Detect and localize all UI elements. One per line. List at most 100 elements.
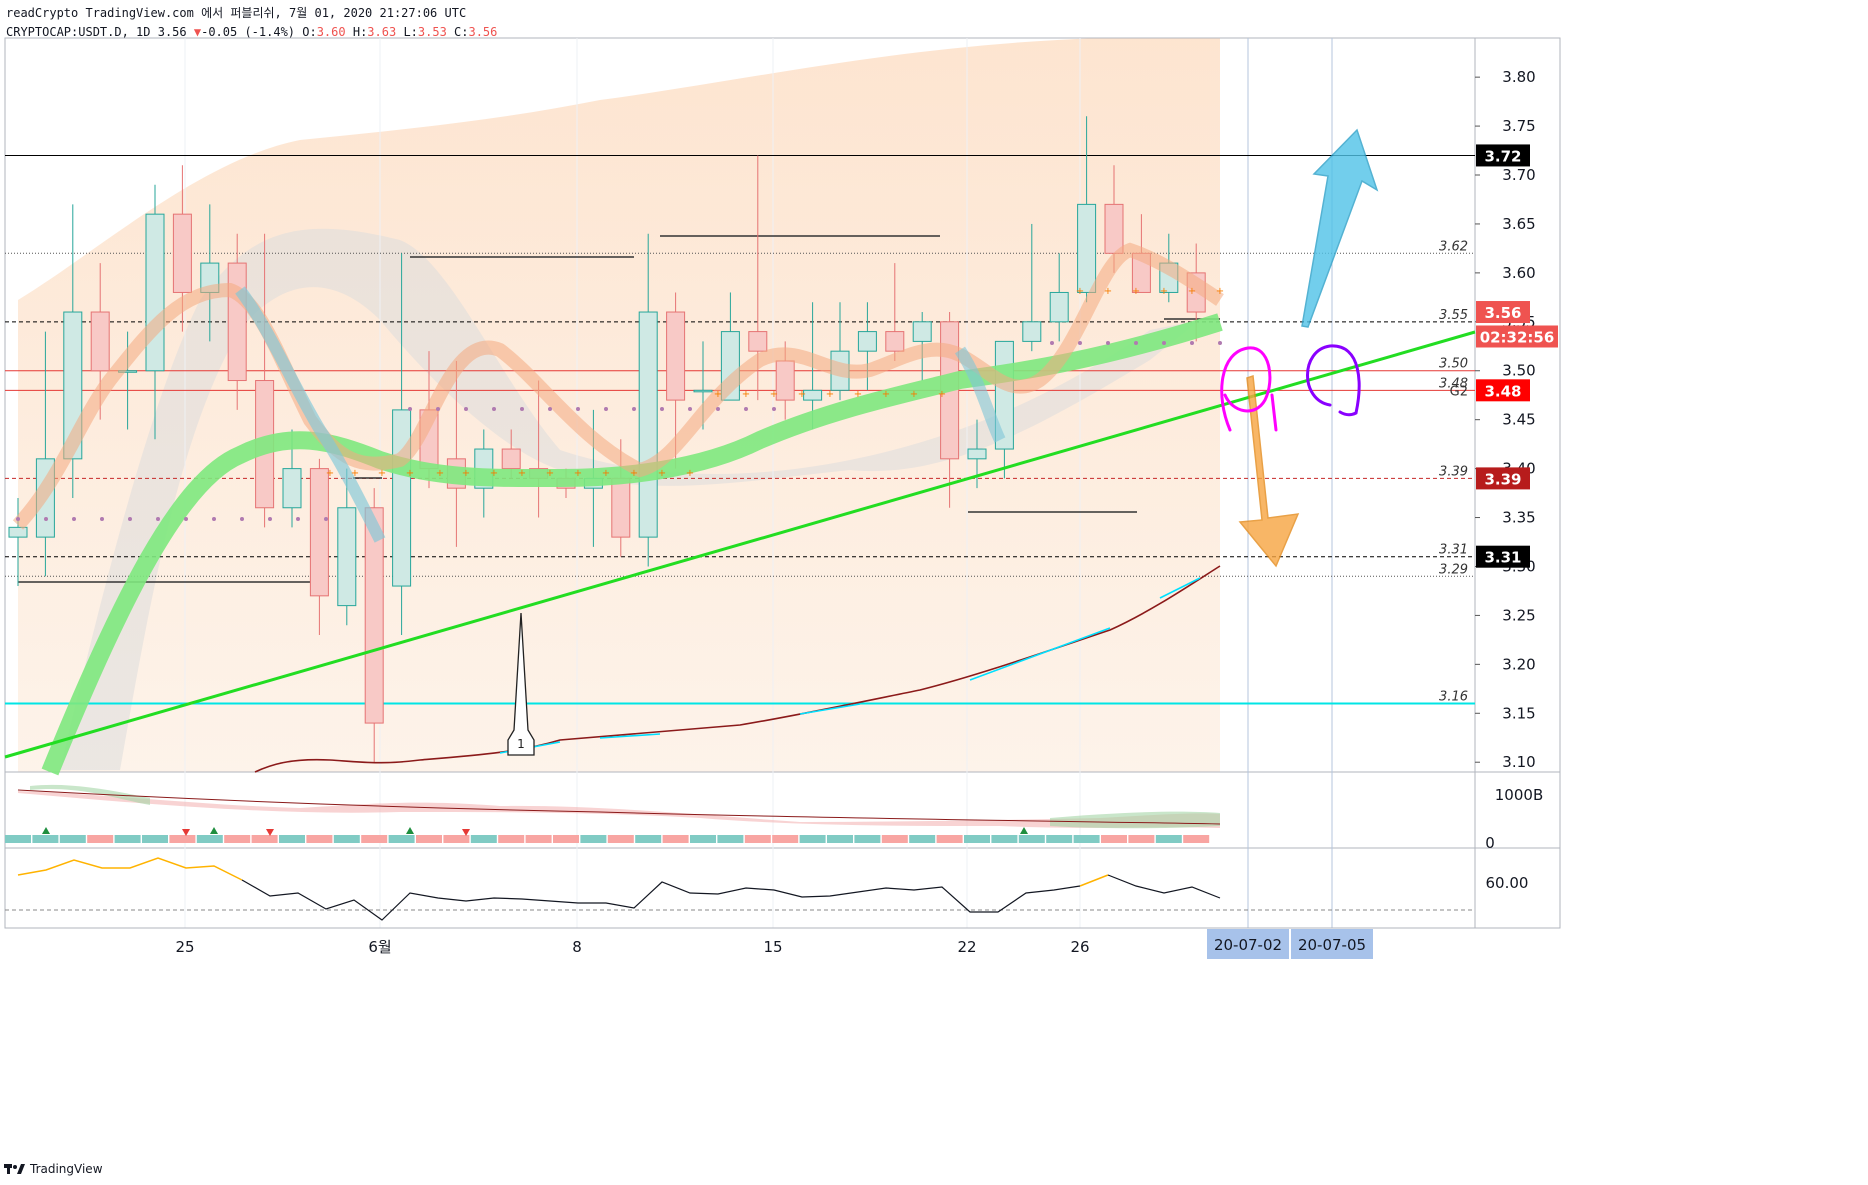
pivot-dot	[772, 407, 776, 411]
pivot-dot	[128, 517, 132, 521]
candle-body	[172, 213, 192, 293]
y-tick-label: 3.75	[1502, 117, 1535, 135]
candle-body	[392, 409, 412, 587]
pivot-dot	[604, 407, 608, 411]
plus-marker: +	[1132, 286, 1140, 297]
high-label: H:	[352, 25, 368, 39]
volume-bar	[443, 835, 470, 843]
pivot-dot	[184, 517, 188, 521]
candle-body	[282, 468, 302, 509]
price-tag-bg	[1476, 379, 1530, 402]
volume-bar	[1183, 835, 1210, 843]
date-marker-bg	[1207, 929, 1289, 959]
level-label: 3.16	[1439, 689, 1468, 704]
level-label: 3.31	[1439, 543, 1468, 558]
candle[interactable]	[1022, 223, 1042, 352]
low-label: L:	[403, 25, 418, 39]
oscillator-line-high	[1079, 874, 1109, 887]
volume-axis-label: 0	[1485, 834, 1495, 852]
candle-body	[145, 213, 165, 372]
plus-marker: +	[630, 468, 638, 479]
candle[interactable]	[501, 429, 521, 479]
high-value: 3.63	[367, 25, 397, 39]
volume-bar	[142, 835, 168, 843]
volume-bar	[553, 835, 579, 843]
x-tick-label: 26	[1070, 938, 1089, 956]
plus-marker: +	[436, 468, 444, 479]
y-tick-label: 3.80	[1502, 68, 1535, 86]
volume-bar	[251, 835, 278, 843]
candle[interactable]	[8, 497, 28, 587]
axes: 3.803.753.703.653.603.553.503.453.403.35…	[5, 68, 1560, 959]
oscillator-line-high	[17, 857, 243, 881]
pivot-dot	[1078, 341, 1082, 345]
volume-axis-label: 1000B	[1495, 786, 1543, 804]
plus-marker: +	[742, 389, 750, 400]
candle[interactable]	[337, 468, 357, 626]
candle[interactable]	[775, 341, 795, 420]
candle-body	[90, 311, 110, 372]
tradingview-logo-icon	[4, 1164, 25, 1174]
volume-bar	[635, 835, 662, 843]
volume-bar	[32, 835, 59, 843]
y-tick-label: 3.20	[1502, 655, 1535, 673]
volume-bar	[881, 835, 908, 843]
candle-body	[1077, 203, 1097, 293]
plus-marker: +	[854, 389, 862, 400]
plus-marker: +	[798, 389, 806, 400]
plus-marker: +	[770, 389, 778, 400]
y-tick-label: 3.70	[1502, 166, 1535, 184]
pivot-dot	[240, 517, 244, 521]
candle[interactable]	[1077, 116, 1097, 303]
price-tag-bg	[1476, 144, 1530, 167]
level-label: 3.48	[1439, 376, 1468, 391]
pivot-dot	[520, 407, 524, 411]
candle[interactable]	[1049, 253, 1069, 342]
y-tick-label: 3.35	[1502, 509, 1535, 527]
candle-body	[501, 448, 521, 470]
level-label: 3.39	[1439, 464, 1468, 479]
pivot-dot	[436, 407, 440, 411]
volume-bar	[279, 835, 305, 843]
plus-marker: +	[1160, 286, 1168, 297]
candle[interactable]	[282, 429, 302, 528]
signal-up-triangle-icon	[406, 827, 414, 834]
purple-circle-mark	[1306, 344, 1361, 417]
y-tick-label: 3.50	[1502, 362, 1535, 380]
candle-body	[611, 477, 631, 538]
level-label: 3.29	[1439, 562, 1468, 577]
down-triangle-icon: ▼	[193, 25, 202, 39]
pivot-dot	[1218, 341, 1222, 345]
volume-bar	[662, 835, 689, 843]
candle[interactable]	[912, 312, 932, 381]
plus-marker: +	[1076, 286, 1084, 297]
open-value: 3.60	[316, 25, 346, 39]
signal-up-triangle-icon	[42, 827, 50, 834]
candle-body	[748, 331, 768, 352]
plus-marker: +	[602, 468, 610, 479]
candle-body	[885, 331, 905, 352]
y-tick-label: 3.60	[1502, 264, 1535, 282]
candle-body	[803, 389, 823, 401]
volume-bar	[827, 835, 853, 843]
volume-bar	[333, 835, 360, 843]
signal-up-triangle-icon	[210, 827, 218, 834]
volume-ma	[17, 789, 1221, 825]
candle[interactable]	[364, 488, 384, 763]
x-tick-label: 25	[175, 938, 194, 956]
ma-ribbon-blue	[954, 346, 1006, 443]
candle-body	[693, 389, 713, 393]
candle[interactable]	[885, 263, 905, 361]
y-tick-label: 3.45	[1502, 411, 1535, 429]
open-label: O:	[302, 25, 317, 39]
price-tag: 3.39	[1484, 470, 1521, 488]
signal-up-triangle-icon	[1020, 827, 1028, 834]
candle-body	[1104, 203, 1124, 254]
y-tick-label: 3.15	[1502, 704, 1535, 722]
candle[interactable]	[309, 458, 329, 635]
level-label: 3.62	[1439, 239, 1468, 254]
pivot-dot	[16, 517, 20, 521]
plus-marker: +	[658, 468, 666, 479]
oscillator-line	[1107, 874, 1221, 899]
